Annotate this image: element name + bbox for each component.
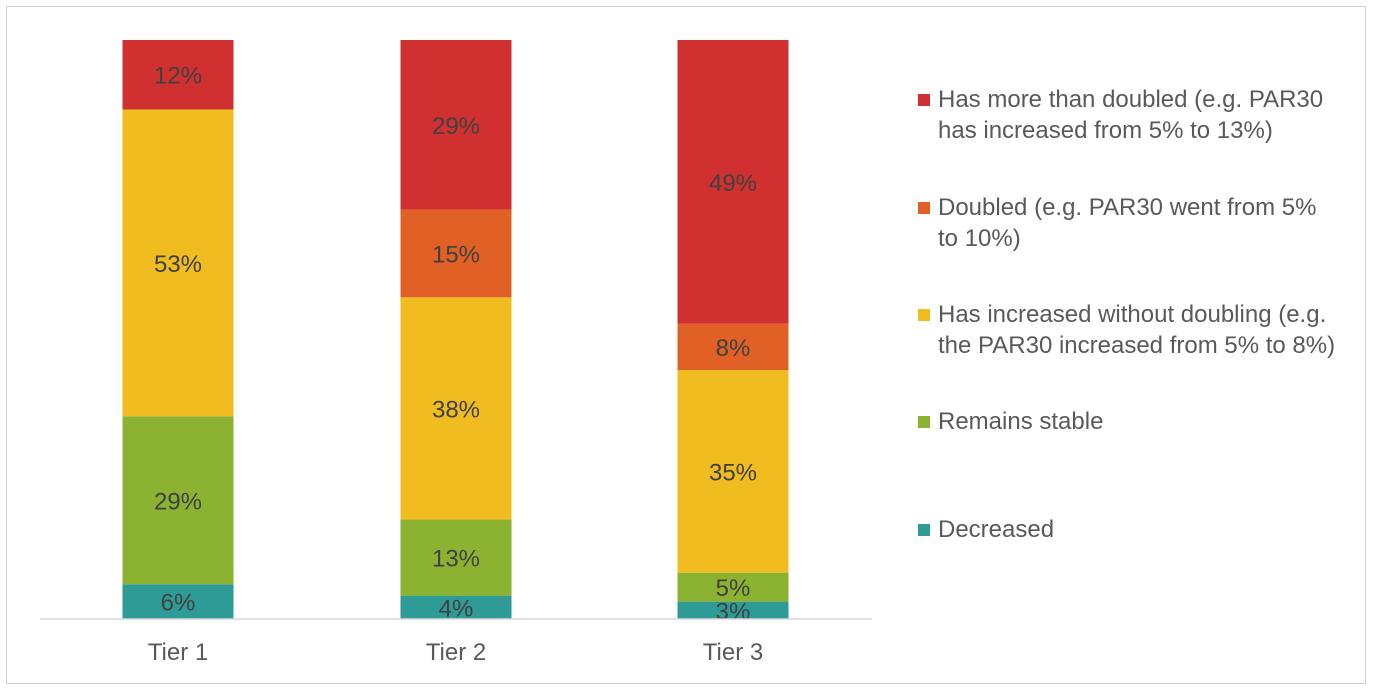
- legend-item-more-than-doubled: Has more than doubled (e.g. PAR30 has in…: [918, 84, 1338, 146]
- legend-item-decreased: Decreased: [918, 514, 1338, 545]
- data-label: 53%: [154, 251, 202, 278]
- x-tick-labels: Tier 1 Tier 2 Tier 3: [148, 639, 763, 666]
- data-label: 29%: [432, 113, 480, 140]
- legend-label: Remains stable: [938, 408, 1104, 435]
- legend-swatch: [918, 416, 930, 428]
- data-label: 6%: [161, 590, 196, 617]
- bar-segment: [400, 297, 512, 520]
- data-label: 4%: [439, 595, 474, 622]
- bars-layer: 6% 29% 53% 12% 4% 13% 38% 15% 29% 3%5% 35% 8% 49%: [122, 40, 789, 625]
- bar-segment: [677, 370, 789, 573]
- x-tick-label: Tier 2: [426, 639, 486, 666]
- bar-segment: [122, 416, 234, 585]
- x-tick-label: Tier 3: [703, 639, 763, 666]
- legend-label: Has more than doubled (e.g. PAR30 has in…: [938, 86, 1324, 144]
- legend-label: Doubled (e.g. PAR30 went from 5% to 10%): [938, 194, 1317, 252]
- bar-segment: [400, 519, 512, 596]
- data-label: 38%: [432, 396, 480, 423]
- bar-segment: [400, 209, 512, 298]
- bar-segment: [677, 323, 789, 371]
- bar-segment: [122, 109, 234, 417]
- data-label: 12%: [154, 63, 202, 90]
- data-label: 29%: [154, 488, 202, 515]
- legend-item-increased-without-doubling: Has increased without doubling (e.g. the…: [918, 299, 1338, 361]
- data-label: 15%: [432, 241, 480, 268]
- legend-swatch: [918, 202, 930, 214]
- bar-segment: [400, 40, 512, 210]
- data-label: 3%: [716, 598, 751, 625]
- legend-item-doubled: Doubled (e.g. PAR30 went from 5% to 10%): [918, 192, 1338, 254]
- bar-segment: [677, 40, 789, 324]
- legend-label: Has increased without doubling (e.g. the…: [938, 301, 1336, 359]
- bar-segment: [122, 584, 234, 619]
- legend-label: Decreased: [938, 516, 1055, 543]
- data-label: 8%: [716, 335, 751, 362]
- bar-segment: [677, 601, 789, 619]
- data-label: 49%: [709, 170, 757, 197]
- bar-segment: [677, 572, 789, 602]
- data-label: 13%: [432, 546, 480, 573]
- data-label: 35%: [709, 459, 757, 486]
- legend-swatch: [918, 524, 930, 536]
- legend-swatch: [918, 94, 930, 106]
- legend-swatch: [918, 309, 930, 321]
- legend-item-remains-stable: Remains stable: [918, 406, 1338, 437]
- x-tick-label: Tier 1: [148, 639, 208, 666]
- bar-segment: [400, 595, 512, 619]
- bar-segment: [122, 40, 234, 110]
- data-label: 5%: [716, 575, 751, 602]
